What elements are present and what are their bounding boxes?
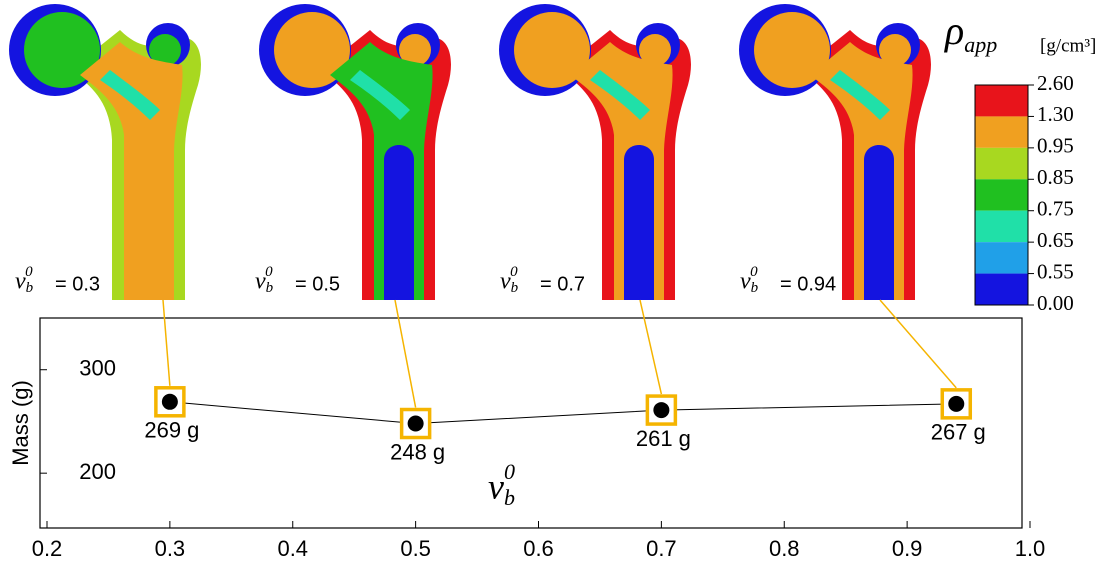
femur-cortex xyxy=(80,42,183,300)
colorbar-label: 0.85 xyxy=(1037,165,1074,189)
value-label: 269 g xyxy=(144,418,199,443)
colorbar-band xyxy=(975,274,1028,305)
panel-symbol-sup: 0 xyxy=(25,264,33,280)
panel-symbol-sup: 0 xyxy=(750,264,758,280)
femur xyxy=(739,4,931,300)
x-tick-label: 1.0 xyxy=(1015,536,1046,561)
y-tick-label: 200 xyxy=(79,459,116,484)
x-axis-label-sub: b xyxy=(504,485,515,510)
connector xyxy=(880,300,956,388)
colorbar-label: 0.00 xyxy=(1037,291,1074,315)
colorbar-label: 0.95 xyxy=(1037,134,1074,158)
panel-symbol-sub: b xyxy=(511,280,519,296)
femur-core xyxy=(864,145,894,300)
x-tick-label: 0.5 xyxy=(400,536,431,561)
colorbar-band xyxy=(975,211,1028,242)
connector xyxy=(163,300,170,386)
mass-line xyxy=(170,402,956,424)
connector xyxy=(395,300,416,408)
femur-core xyxy=(624,145,654,300)
marker xyxy=(408,416,424,432)
x-axis-label: vb0 xyxy=(488,459,515,510)
colorbar-title-sub: app xyxy=(964,32,997,57)
colorbar-label: 0.75 xyxy=(1037,197,1074,221)
panel-symbol: vb0 xyxy=(15,264,34,296)
colorbar-label: 2.60 xyxy=(1037,71,1074,95)
marker xyxy=(653,402,669,418)
colorbar-unit: [g/cm³] xyxy=(1040,35,1096,56)
femur-cortex xyxy=(810,42,913,300)
marker xyxy=(162,394,178,410)
panel-symbol-sub: b xyxy=(26,280,34,296)
femur xyxy=(259,4,451,300)
panel-symbol-sup: 0 xyxy=(265,264,273,280)
x-tick-label: 0.7 xyxy=(646,536,677,561)
panel-symbol: vb0 xyxy=(255,264,274,296)
colorbar-band xyxy=(975,85,1028,116)
panel-symbol-sub: b xyxy=(751,280,759,296)
value-label: 267 g xyxy=(931,420,986,445)
colorbar-label: 0.55 xyxy=(1037,259,1074,283)
colorbar-title: ρapp xyxy=(943,8,997,57)
femur-cortex xyxy=(570,42,673,300)
x-axis-label-sup: 0 xyxy=(504,459,515,484)
x-tick-label: 0.6 xyxy=(523,536,554,561)
colorbar-label: 1.30 xyxy=(1037,102,1074,126)
panel-symbol-sup: 0 xyxy=(510,264,518,280)
page: vb0 = 0.3 vb0 = 0.5 vb0 = 0.7 vb0 = 0.94 ρapp [g/… xyxy=(0,0,1117,564)
colorbar-label: 0.65 xyxy=(1037,228,1074,252)
panel-label: = 0.3 xyxy=(55,273,100,295)
femur xyxy=(499,4,691,300)
x-tick-label: 0.2 xyxy=(32,536,63,561)
y-tick-label: 300 xyxy=(79,356,116,381)
panel-symbol-sub: b xyxy=(266,280,274,296)
panel-label: = 0.7 xyxy=(540,273,585,295)
x-tick-label: 0.3 xyxy=(155,536,186,561)
panel-label: = 0.5 xyxy=(295,273,340,295)
y-axis-label: Mass (g) xyxy=(8,380,33,466)
x-tick-label: 0.4 xyxy=(277,536,308,561)
panel-symbol: vb0 xyxy=(740,264,759,296)
figure: vb0 = 0.3 vb0 = 0.5 vb0 = 0.7 vb0 = 0.94 ρapp [g/… xyxy=(0,0,1117,564)
colorbar-band xyxy=(975,179,1028,210)
marker xyxy=(948,396,964,412)
colorbar-band xyxy=(975,116,1028,147)
femur-cortex xyxy=(330,42,433,300)
femur-core xyxy=(384,145,414,300)
value-label: 248 g xyxy=(390,439,445,464)
colorbar-band xyxy=(975,148,1028,179)
panel-symbol: vb0 xyxy=(500,264,519,296)
x-tick-label: 0.8 xyxy=(769,536,800,561)
colorbar-band xyxy=(975,242,1028,273)
connector xyxy=(640,300,661,394)
panel-label: = 0.94 xyxy=(780,273,836,295)
x-tick-label: 0.9 xyxy=(892,536,923,561)
femur xyxy=(9,4,201,300)
value-label: 261 g xyxy=(636,426,691,451)
